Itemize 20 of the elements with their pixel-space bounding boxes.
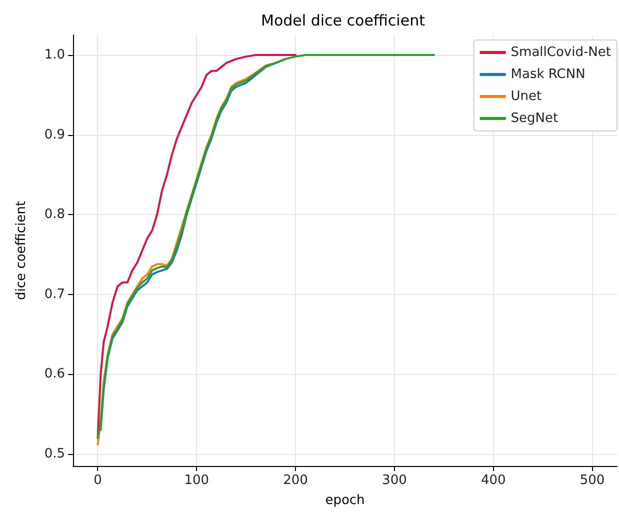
legend-label: SegNet xyxy=(510,111,558,126)
x-tick-label: 0 xyxy=(94,473,102,488)
y-tick-label: 1.0 xyxy=(44,47,65,62)
y-tick-label: 0.7 xyxy=(44,286,65,302)
y-tick-label: 0.8 xyxy=(44,207,65,222)
legend-label: Mask RCNN xyxy=(510,67,586,82)
line-series xyxy=(96,54,436,440)
x-tick-label: 400 xyxy=(480,473,506,488)
legend-label: SmallCovid-Net xyxy=(510,45,612,60)
legend-label: Unet xyxy=(510,89,542,104)
x-tick-label: 100 xyxy=(184,473,210,488)
x-tick-label: 200 xyxy=(283,473,308,488)
y-tick-label: 0.9 xyxy=(44,127,65,142)
x-axis-title: epoch xyxy=(325,493,365,508)
y-tick-label: 0.6 xyxy=(44,366,65,382)
x-tick-label: 500 xyxy=(580,473,605,488)
y-tick-label: 0.5 xyxy=(44,446,65,462)
y-axis-title: dice coefficient xyxy=(14,201,29,300)
chart-title: Model dice coefficient xyxy=(261,12,426,30)
x-tick-label: 300 xyxy=(382,473,407,488)
